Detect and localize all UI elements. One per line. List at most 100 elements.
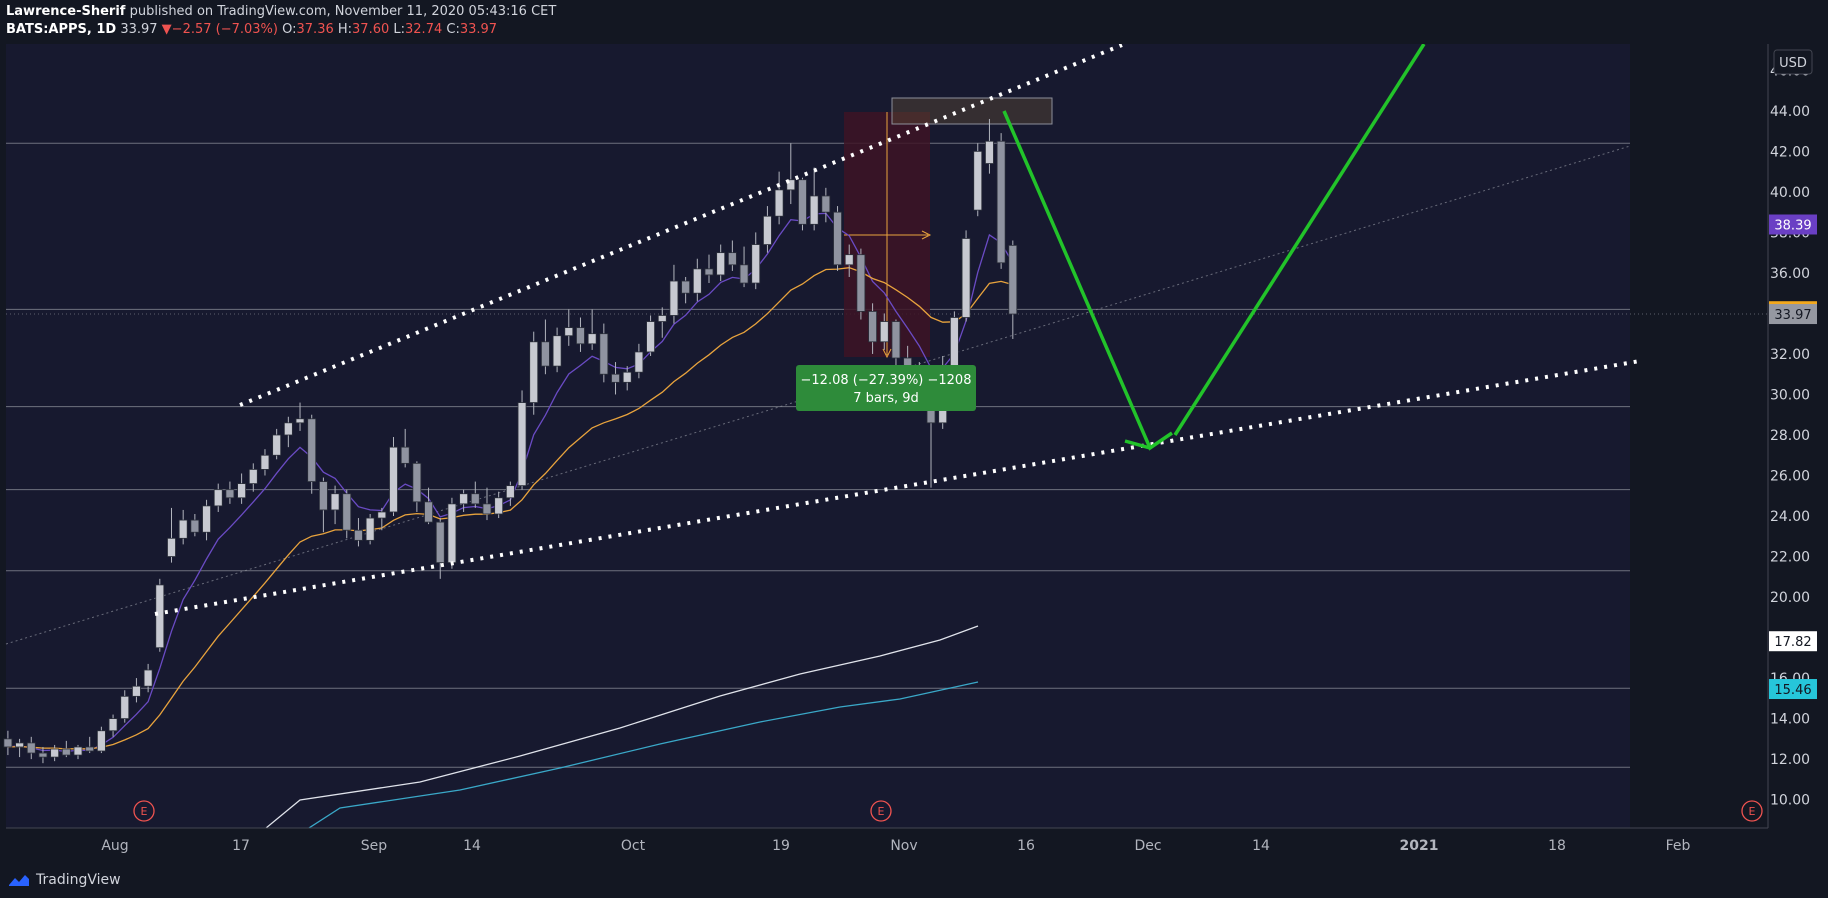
x-tick-3: 14 (463, 838, 481, 854)
earnings-label-0: E (141, 805, 148, 818)
future-area (1630, 44, 1768, 828)
candle-body-11 (132, 685, 141, 697)
candle-body-73 (856, 254, 866, 312)
candle-body-68 (798, 179, 807, 225)
projection-up-arrow (1173, 43, 1426, 436)
candle-body-69 (809, 195, 819, 225)
candle-body-55 (646, 321, 655, 353)
candle-body-60 (704, 268, 714, 276)
earnings-marker-1: E (870, 800, 892, 822)
y-tick-17: 44.00 (1770, 104, 1810, 120)
x-tick-10: 2021 (1400, 838, 1439, 854)
candle-body-52 (611, 373, 620, 383)
candle-body-36 (424, 501, 433, 523)
candle-body-84 (985, 140, 994, 164)
close-value: 33.97 (459, 22, 498, 37)
candle-body-41 (482, 503, 492, 515)
drawings (154, 43, 1641, 616)
projection-arrowhead (1124, 439, 1151, 450)
author-name[interactable]: Lawrence-Sherif (6, 4, 126, 19)
candle-body-21 (248, 469, 258, 485)
price-label-2: 33.97 (1769, 304, 1817, 325)
candle-body-83 (973, 150, 983, 211)
price-label-0: 38.39 (1769, 214, 1817, 235)
candle-body-70 (821, 195, 831, 213)
publish-line: Lawrence-Sherif published on TradingView… (6, 4, 556, 19)
price-label-3: 17.82 (1769, 631, 1817, 652)
candle-body-6 (73, 746, 83, 756)
tradingview-brand[interactable]: TradingView (8, 872, 121, 888)
ma-long-white-line (219, 625, 979, 866)
candle-body-63 (739, 264, 749, 284)
candle-body-46 (541, 341, 550, 367)
candle-body-48 (564, 327, 574, 337)
candle-body-53 (622, 371, 632, 383)
svg-text:38.39: 38.39 (1774, 219, 1811, 234)
price-label-4: 15.46 (1769, 679, 1817, 700)
candle-body-43 (505, 485, 515, 499)
candle-body-57 (669, 280, 679, 316)
candle-body-59 (692, 268, 702, 294)
x-tick-9: 14 (1252, 838, 1270, 854)
candle-body-31 (365, 517, 375, 541)
lower-channel-dotted-line (154, 359, 1641, 616)
publish-info: published on TradingView.com, November 1… (129, 4, 557, 19)
ma-long-cyan-line (249, 681, 979, 866)
currency-box[interactable] (1773, 49, 1813, 75)
candle-body-44 (517, 402, 527, 487)
earnings-label-2: E (1749, 805, 1756, 818)
candle-body-7 (85, 746, 95, 752)
x-tick-1: 17 (232, 838, 250, 854)
candle-body-25 (295, 418, 305, 424)
time-axis (0, 828, 1828, 866)
candle-body-16 (190, 519, 200, 533)
candle-body-47 (552, 335, 562, 367)
x-tick-12: Feb (1666, 838, 1691, 854)
candle-body-85 (996, 140, 1006, 264)
x-tick-6: Nov (890, 838, 917, 854)
candle-body-74 (868, 311, 877, 343)
high-value: 37.60 (352, 22, 390, 37)
svg-text:15.46: 15.46 (1774, 683, 1811, 698)
y-tick-1: 12.00 (1770, 752, 1810, 768)
candle-body-17 (202, 505, 211, 533)
earnings-label-1: E (878, 805, 885, 818)
y-tick-8: 26.00 (1770, 469, 1810, 485)
candle-body-8 (96, 730, 106, 752)
candle-body-40 (470, 493, 480, 505)
candle-body-15 (178, 519, 188, 539)
y-tick-7: 24.00 (1770, 509, 1810, 525)
candle-body-13 (155, 584, 165, 649)
brand-label: TradingView (36, 872, 121, 888)
currency-label: USD (1779, 56, 1807, 71)
chart-header: Lawrence-Sherif published on TradingView… (0, 0, 1828, 44)
candle-body-49 (576, 327, 585, 345)
time-axis-labels: Aug 17 Sep 14 Oct 19 Nov 16 Dec 14 2021 18 Feb (101, 838, 1690, 854)
svg-text:17.82: 17.82 (1774, 635, 1811, 650)
candle-body-61 (716, 252, 726, 276)
low-value: 32.74 (405, 22, 443, 37)
measure-label-box (796, 365, 976, 411)
candle-body-22 (260, 454, 270, 470)
measure-horizontal-arrowhead (921, 230, 932, 240)
earnings-marker-2: E (1741, 800, 1763, 822)
measurement-box (844, 97, 1053, 359)
candle-body-58 (681, 280, 691, 294)
candle-body-9 (108, 718, 118, 732)
candle-body-14 (167, 537, 176, 557)
candle-body-39 (459, 493, 469, 505)
ohlc-line: BATS:APPS, 1D 33.97 ▼−2.57 (−7.03%) O:37… (6, 22, 497, 37)
symbol-name[interactable]: BATS:APPS, 1D (6, 22, 117, 37)
footer: TradingView (0, 866, 1828, 898)
price-chart[interactable]: E E E −12.08 (−27.39%) −1208 7 bars, 9d 10.… (0, 0, 1828, 866)
candle-body-0 (3, 738, 13, 748)
candle-body-86 (1008, 244, 1018, 315)
open-value: 37.36 (296, 22, 334, 37)
candle-body-23 (272, 434, 282, 456)
y-tick-5: 20.00 (1770, 590, 1810, 606)
y-tick-16: 42.00 (1770, 144, 1810, 160)
candle-body-64 (751, 244, 761, 284)
y-tick-6: 22.00 (1770, 550, 1810, 566)
candles (3, 118, 1018, 764)
